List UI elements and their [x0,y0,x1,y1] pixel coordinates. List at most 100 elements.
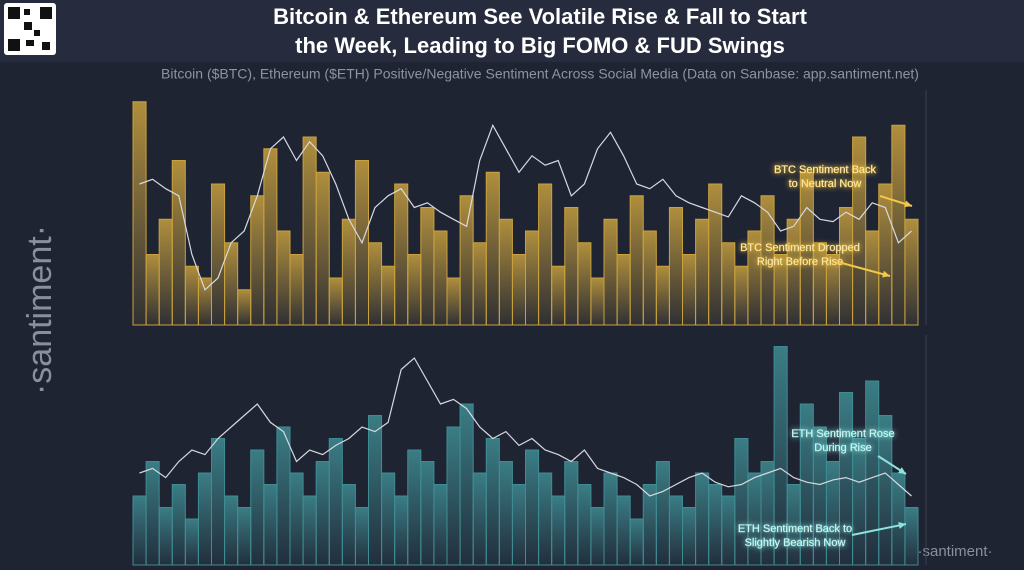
bar [381,472,396,566]
price-line [139,357,912,497]
bar [145,461,160,566]
bar [250,195,265,326]
bar [878,183,893,326]
watermark: ·santiment· [917,543,992,560]
bar [459,195,474,326]
bar [289,472,304,566]
bar [145,254,160,326]
bar [211,438,226,566]
bar [485,171,500,326]
bar [668,207,684,326]
subtitle: Bitcoin ($BTC), Ethereum ($ETH) Positive… [161,66,919,82]
annotation: Right Before Rise [757,256,843,268]
bar [577,242,592,326]
bar [446,426,461,566]
bar [682,507,697,566]
bar [603,218,618,326]
bar [773,346,788,566]
bar [315,461,330,566]
bar [407,254,422,326]
bar [760,461,775,566]
bar [865,380,880,566]
bar [904,507,919,566]
bar [394,183,409,326]
bar [354,507,369,566]
bar [394,495,409,566]
bar [459,403,474,566]
bar [655,461,670,566]
bar [171,484,186,566]
bar [158,507,173,566]
bar [682,254,697,326]
arrow-head [904,200,912,208]
bar [564,207,579,326]
annotation: BTC Sentiment Dropped [740,242,860,254]
bar [525,449,540,566]
bar [328,438,343,566]
arrow-head [898,522,906,529]
annotation: ETH Sentiment Back to [738,523,852,535]
bar [525,230,540,326]
bar [381,265,396,326]
bar [538,472,553,566]
bar [237,507,252,566]
bar [289,254,304,326]
bar [224,495,239,566]
bar [368,242,383,326]
bar [315,171,330,326]
bar [368,415,383,566]
bar [237,289,252,326]
bar [865,230,880,326]
bar [498,218,513,326]
bar [629,518,644,566]
watermark: ·santiment· [21,225,59,395]
bar [695,218,710,326]
bar [891,472,906,566]
bar [446,277,461,326]
annotation-arrow [851,523,907,536]
qr-code [4,3,56,55]
bar [629,195,644,326]
annotation: Slightly Bearish Now [745,537,846,549]
bar [616,254,631,326]
bar [498,461,513,566]
bar [577,484,592,566]
bar [472,472,487,566]
bar [263,484,278,566]
bar [132,101,147,326]
title-line: the Week, Leading to Big FOMO & FUD Swin… [295,33,785,58]
bar [420,461,435,566]
price-line [139,123,912,291]
bar [655,265,670,326]
annotation: ETH Sentiment Rose [791,428,894,440]
bar [825,461,841,566]
bar [158,218,173,326]
bar [747,472,762,566]
bar [551,495,566,566]
bar [590,277,605,326]
bar [341,484,356,566]
bar [616,495,631,566]
bar [511,484,527,566]
annotation: During Rise [814,442,871,454]
bar [302,136,317,326]
bar [184,518,199,566]
bar [852,438,867,566]
annotation: BTC Sentiment Back [774,164,877,176]
bar [708,484,723,566]
bar [433,484,448,566]
arrow-head [898,467,906,474]
bar [132,495,147,566]
bar [211,183,226,326]
bar [407,449,422,566]
bar [171,160,186,326]
bar [276,230,291,326]
bar [786,218,801,326]
bar [551,265,566,326]
header-band [0,0,1024,62]
bar [603,472,618,566]
bar [734,265,749,326]
bar [263,148,278,326]
